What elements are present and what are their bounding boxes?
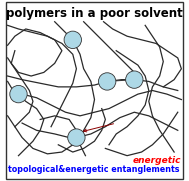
Circle shape [10,85,27,103]
Text: polymers in a poor solvent: polymers in a poor solvent [6,7,183,20]
Circle shape [68,129,85,146]
Text: energetic: energetic [133,156,181,165]
Circle shape [64,31,81,49]
Circle shape [98,73,116,90]
Text: topological&energetic entanglements: topological&energetic entanglements [8,165,179,174]
Circle shape [126,71,143,88]
